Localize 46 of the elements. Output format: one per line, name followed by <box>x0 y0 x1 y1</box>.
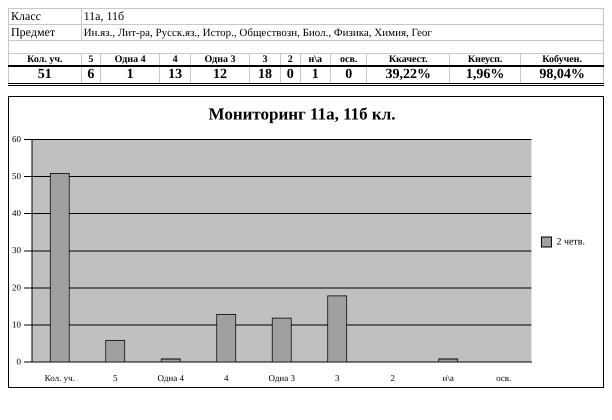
x-tick-label: 2 <box>390 372 395 383</box>
text: Предмет <box>8 24 82 40</box>
y-tick-label: 60 <box>12 134 22 144</box>
x-tick-label: 4 <box>224 372 229 383</box>
text: Ин.яз., Лит-ра, Русск.яз., Истор., Обществозн, Биол., Физика, Химия, Геог <box>81 24 604 40</box>
x-tick-label: Одна 3 <box>268 372 296 383</box>
text: 4 <box>160 54 191 66</box>
text: Одна 3 <box>190 54 250 66</box>
chart-title: Мониторинг 11а, 11б кл. <box>208 104 396 124</box>
text: 18 <box>249 66 280 84</box>
text: 1 <box>100 66 160 84</box>
x-tick-label: Кол. уч. <box>44 372 75 383</box>
x-tick-label: осв. <box>496 372 512 383</box>
y-tick-label: 10 <box>12 319 22 330</box>
text: Кол. уч. <box>8 54 82 66</box>
y-tick-label: 20 <box>12 282 22 292</box>
text: 98,04% <box>520 66 604 84</box>
text: 39,22% <box>366 66 450 84</box>
text: осв. <box>330 54 367 66</box>
y-tick-label: 0 <box>16 356 22 367</box>
x-tick-label: 5 <box>112 372 118 383</box>
text: 1 <box>300 66 330 84</box>
text: Кобучен. <box>520 54 604 66</box>
text: н\а <box>300 54 330 66</box>
text: Ккачест. <box>366 54 450 66</box>
text: 3 <box>249 54 280 66</box>
text: 5 <box>81 54 101 66</box>
text: 2 <box>280 54 300 66</box>
text: 11а, 11б <box>81 8 604 24</box>
x-tick-label: н\а <box>442 372 454 383</box>
x-tick-label: Одна 4 <box>157 372 184 383</box>
text: Кнеусп. <box>450 54 521 66</box>
legend-label: 2 четв. <box>556 236 586 248</box>
y-tick-label: 40 <box>12 208 22 218</box>
text: Одна 4 <box>100 54 160 66</box>
y-tick-label: 30 <box>12 245 22 256</box>
text: 0 <box>330 66 367 84</box>
text: 0 <box>280 66 300 84</box>
text: Класс <box>8 8 82 24</box>
text: 13 <box>160 66 191 84</box>
y-tick-label: 50 <box>12 170 22 181</box>
text: 6 <box>81 66 101 84</box>
text: 51 <box>8 66 82 84</box>
text: 1,96% <box>450 66 521 84</box>
x-tick-label: 3 <box>334 372 340 383</box>
text: 12 <box>190 66 250 84</box>
